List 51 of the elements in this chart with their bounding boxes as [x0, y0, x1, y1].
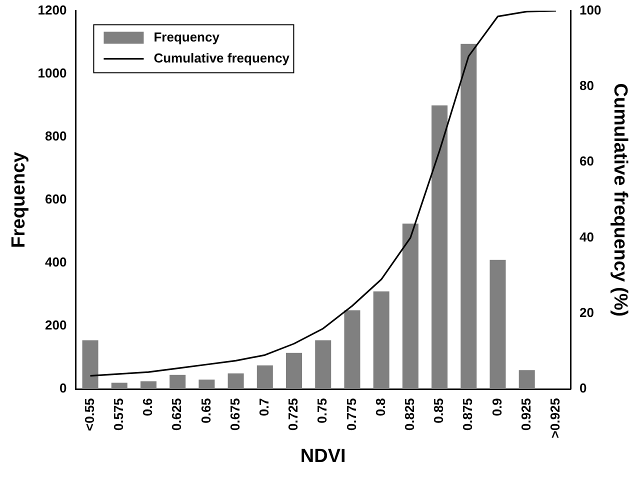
y-tick-label: 600 [45, 192, 67, 207]
x-tick-label: 0.675 [227, 398, 242, 431]
y2-tick-label: 40 [580, 229, 594, 244]
bar [518, 370, 535, 390]
legend-label: Frequency [154, 29, 220, 44]
bar [315, 340, 332, 390]
bar [228, 373, 244, 390]
y-tick-label: 400 [45, 254, 67, 270]
x-tick-label: 0.875 [460, 398, 476, 431]
bar [256, 365, 273, 390]
x-tick-label: 0.9 [489, 398, 504, 416]
y2-tick-label: 60 [580, 154, 594, 169]
y-tick-label: 0 [59, 380, 67, 396]
x-tick-label: 0.8 [372, 398, 388, 416]
x-tick-label: 0.825 [402, 398, 418, 431]
bar [373, 291, 390, 390]
y-tick-label: 200 [45, 318, 67, 333]
y2-tick-label: 0 [580, 380, 587, 396]
x-tick-label: 0.65 [198, 398, 214, 424]
x-tick-label: 0.725 [286, 398, 301, 431]
x-tick-label: 0.6 [140, 398, 156, 416]
bar [344, 310, 360, 390]
y2-axis-title: Cumulative frequency (%) [609, 83, 630, 317]
bar [490, 260, 506, 390]
x-tick-label: 0.625 [169, 398, 184, 431]
y2-tick-label: 100 [580, 2, 602, 18]
y-tick-label: 800 [45, 128, 67, 144]
bar [432, 105, 448, 390]
y-tick-label: 1200 [38, 2, 67, 18]
x-tick-label: 0.775 [344, 398, 359, 431]
bar [170, 374, 186, 390]
bar [460, 44, 477, 390]
x-tick-label: 0.75 [314, 398, 330, 424]
x-tick-label: 0.925 [518, 398, 534, 431]
y-axis-title: Frequency [8, 151, 30, 248]
x-tick-label: 0.575 [110, 398, 126, 431]
bar [140, 381, 156, 390]
bar [82, 340, 98, 390]
y2-tick-label: 20 [580, 305, 594, 320]
x-tick-label: 0.7 [256, 398, 272, 416]
bar [286, 352, 302, 390]
y-tick-label: 1000 [38, 65, 67, 80]
x-tick-label: >0.925 [548, 398, 563, 438]
x-axis-title: NDVI [300, 446, 346, 467]
x-tick-label: 0.85 [431, 398, 446, 424]
bar [198, 380, 215, 390]
legend-label: Cumulative frequency [154, 50, 290, 66]
x-tick-label: <0.55 [82, 398, 97, 431]
bar [402, 224, 418, 390]
y2-tick-label: 80 [580, 78, 594, 94]
bar [111, 382, 128, 390]
